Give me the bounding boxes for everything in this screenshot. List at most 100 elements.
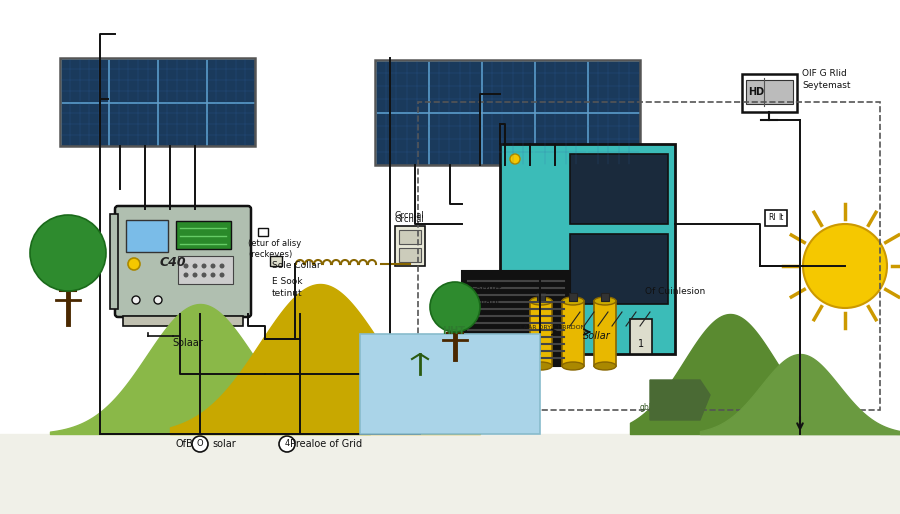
Ellipse shape [562, 297, 584, 305]
Circle shape [128, 258, 140, 270]
Circle shape [192, 436, 208, 452]
FancyBboxPatch shape [115, 206, 251, 317]
Bar [399, 248, 421, 262]
Circle shape [184, 272, 188, 278]
Bar [535, 61, 587, 112]
Bar [110, 214, 118, 309]
Bar [482, 61, 534, 112]
Bar [500, 144, 675, 354]
Text: OIF G Rlid: OIF G Rlid [802, 69, 847, 78]
Circle shape [279, 436, 295, 452]
Text: Rl: Rl [768, 213, 776, 223]
Text: E Sook: E Sook [272, 277, 302, 286]
Bar [399, 230, 421, 244]
Text: Solaar: Solaar [173, 338, 203, 348]
Bar [176, 221, 231, 249]
Circle shape [193, 272, 197, 278]
Bar [462, 271, 570, 366]
Bar [109, 102, 157, 145]
Bar [360, 334, 540, 434]
Text: Of Cuinlesion: Of Cuinlesion [645, 287, 706, 296]
Text: OfB: OfB [175, 439, 193, 449]
Bar [428, 61, 481, 112]
Bar [418, 102, 880, 410]
Text: gblrs: gblrs [640, 403, 659, 412]
Ellipse shape [530, 362, 552, 370]
Text: O: O [197, 439, 203, 449]
Circle shape [30, 215, 106, 291]
Ellipse shape [594, 297, 616, 305]
Bar [482, 113, 534, 164]
Bar [746, 80, 793, 104]
Bar [594, 301, 616, 366]
Text: solar: solar [212, 439, 236, 449]
Text: (etur of alisy: (etur of alisy [248, 239, 302, 248]
Text: Prealoe of Grid: Prealoe of Grid [290, 439, 362, 449]
Ellipse shape [562, 362, 584, 370]
Text: tetinut: tetinut [272, 289, 302, 298]
Text: Eerfurt: Eerfurt [470, 285, 501, 294]
Circle shape [193, 264, 197, 268]
Text: Grcnial: Grcnial [394, 215, 424, 224]
Text: (reckeves): (reckeves) [248, 250, 292, 259]
Bar [570, 154, 668, 224]
Bar [535, 113, 587, 164]
Bar [375, 61, 428, 112]
Circle shape [430, 282, 480, 332]
Bar [428, 113, 481, 164]
Circle shape [220, 272, 224, 278]
Bar [530, 301, 552, 366]
Bar [126, 220, 168, 252]
Bar [60, 59, 108, 101]
Text: lt: lt [778, 213, 783, 223]
Bar [158, 102, 206, 145]
Bar [570, 234, 668, 304]
Text: veliant: veliant [470, 297, 501, 306]
Bar [562, 301, 584, 366]
Circle shape [220, 264, 224, 268]
Circle shape [132, 296, 140, 304]
Bar [395, 226, 425, 266]
Circle shape [510, 154, 520, 164]
Circle shape [184, 264, 188, 268]
Bar [588, 113, 640, 164]
Circle shape [202, 264, 206, 268]
Bar [207, 102, 255, 145]
Polygon shape [650, 380, 710, 420]
Ellipse shape [594, 362, 616, 370]
Text: C40: C40 [159, 256, 186, 269]
Bar [375, 60, 640, 165]
Bar [270, 256, 282, 266]
Circle shape [154, 296, 162, 304]
Text: HHT: HHT [443, 326, 465, 336]
Bar [588, 61, 640, 112]
Circle shape [179, 332, 187, 340]
Text: Grcnial: Grcnial [394, 211, 424, 220]
Bar [537, 293, 545, 301]
Text: 4: 4 [284, 439, 290, 449]
Text: Sole Collar: Sole Collar [272, 261, 320, 270]
Bar [60, 58, 255, 146]
Bar [207, 59, 255, 101]
Bar [258, 228, 268, 236]
Bar [601, 293, 609, 301]
Bar [765, 210, 787, 226]
Bar [109, 59, 157, 101]
Text: LAAR DRY CHRRDON: LAAR DRY CHRRDON [520, 325, 585, 330]
Bar [123, 316, 243, 326]
Text: HD: HD [748, 87, 764, 97]
Bar [569, 293, 577, 301]
Text: Seytemast: Seytemast [802, 81, 850, 90]
Circle shape [803, 224, 887, 308]
Text: 1: 1 [638, 339, 644, 349]
Bar [60, 102, 108, 145]
Circle shape [202, 272, 206, 278]
Text: Sollar: Sollar [583, 331, 611, 341]
Bar [742, 74, 797, 112]
Bar [158, 59, 206, 101]
Bar [178, 256, 233, 284]
Bar [630, 319, 652, 354]
Ellipse shape [530, 297, 552, 305]
Circle shape [211, 272, 215, 278]
Bar [375, 113, 428, 164]
